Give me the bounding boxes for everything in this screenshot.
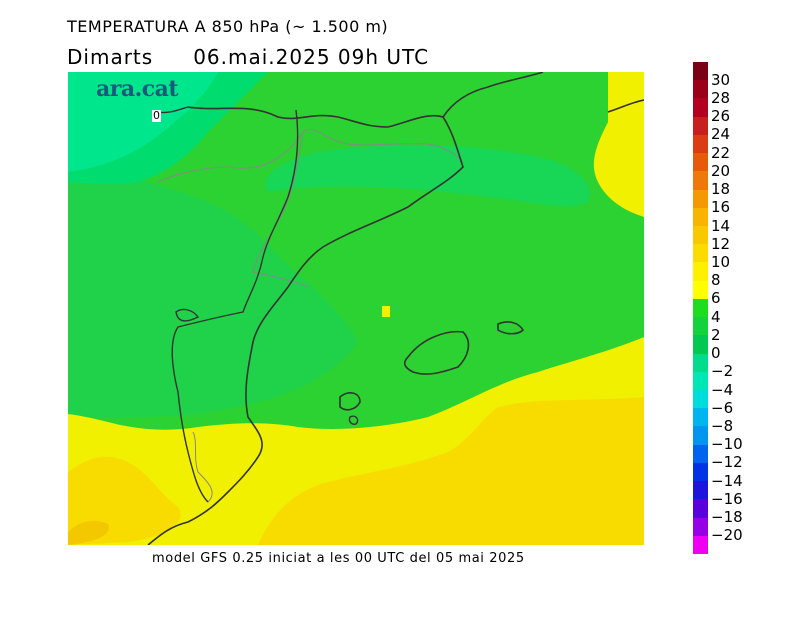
legend-swatch (693, 226, 708, 245)
island-formentera (348, 415, 359, 425)
border-line-2 (252, 131, 309, 288)
enclave-border (175, 308, 200, 322)
legend-label: 26 (711, 107, 731, 126)
contour-label: 0 (152, 109, 161, 122)
legend-swatch (693, 189, 708, 209)
ara-cat-logo: ara.cat (96, 76, 179, 102)
field-2-4 (68, 162, 358, 417)
field-8-10 (258, 397, 644, 545)
legend-swatch (693, 462, 708, 482)
legend-swatch (693, 153, 708, 172)
field-neg2-0 (68, 72, 218, 172)
legend-label: −4 (711, 380, 734, 399)
coastline-east (607, 99, 644, 113)
legend-swatch (693, 207, 708, 227)
legend-swatch (693, 171, 708, 191)
legend-label: −20 (711, 526, 743, 545)
legend-label: 10 (711, 252, 731, 271)
legend-label: 8 (711, 271, 721, 290)
legend-swatch (693, 353, 708, 373)
legend-label: −6 (711, 398, 734, 417)
model-caption: model GFS 0.25 iniciat a les 00 UTC del … (152, 551, 525, 566)
warm-spot (382, 306, 390, 317)
legend-label: 30 (711, 70, 731, 89)
border-line (157, 128, 464, 183)
legend-swatch (693, 298, 708, 318)
legend-label: 18 (711, 180, 731, 199)
chart-title: TEMPERATURA A 850 hPa (~ 1.500 m) (67, 17, 389, 36)
temperature-map: ara.cat 0 (68, 72, 644, 545)
legend-swatch (693, 390, 708, 409)
legend-swatch (693, 244, 708, 263)
legend-swatch (693, 426, 708, 446)
field-6-8-east (593, 72, 644, 217)
legend-swatch (693, 408, 708, 427)
legend-label: −10 (711, 435, 743, 454)
border-line-3 (192, 431, 213, 503)
legend-swatch (693, 80, 708, 99)
field-10-12 (68, 520, 109, 545)
legend-label: −14 (711, 471, 743, 490)
legend-swatch (693, 317, 708, 336)
legend-label: 4 (711, 307, 721, 326)
map-canvas (68, 72, 644, 545)
datetime-label: 06.mai.2025 09h UTC (193, 45, 430, 69)
region-border (171, 109, 299, 503)
legend-swatch (693, 262, 708, 282)
legend-swatch (693, 335, 708, 355)
legend-swatch (693, 499, 708, 519)
date-line: Dimarts 06.mai.2025 09h UTC (67, 45, 429, 69)
island-menorca (497, 321, 525, 335)
legend-swatch (693, 517, 708, 537)
legend-swatch (693, 535, 708, 555)
day-label: Dimarts (67, 45, 154, 69)
legend-label: 6 (711, 289, 721, 308)
island-ibiza (339, 392, 361, 411)
legend-label: −16 (711, 489, 743, 508)
legend-label: 2 (711, 325, 721, 344)
legend-swatch (693, 481, 708, 500)
color-legend: 30 28 26 24 22 20 18 16 14 12 10 8 6 4 2 0 −2 −4 −6 −8 −10 −1… (693, 62, 743, 555)
legend-swatch (693, 98, 708, 118)
legend-swatch (693, 444, 708, 464)
legend-label: 12 (711, 234, 731, 253)
legend-label: 28 (711, 88, 731, 107)
legend-swatch (693, 116, 708, 136)
legend-label: 22 (711, 143, 731, 162)
legend-swatch (693, 62, 708, 81)
island-mallorca (403, 330, 470, 375)
legend-swatch (693, 371, 708, 391)
legend-label: 0 (711, 344, 721, 363)
legend-label: 24 (711, 125, 731, 144)
legend-label: 14 (711, 216, 731, 235)
coastline-north (442, 72, 544, 118)
legend-label: −8 (711, 416, 734, 435)
legend-label: 20 (711, 161, 731, 180)
field-2-4-north (265, 145, 590, 207)
coastline (147, 106, 464, 545)
legend-label: −12 (711, 453, 743, 472)
legend-swatch (693, 280, 708, 300)
legend-label: 16 (711, 198, 731, 217)
legend-label: −2 (711, 362, 734, 381)
legend-label: −18 (711, 508, 743, 527)
legend-swatch (693, 134, 708, 154)
